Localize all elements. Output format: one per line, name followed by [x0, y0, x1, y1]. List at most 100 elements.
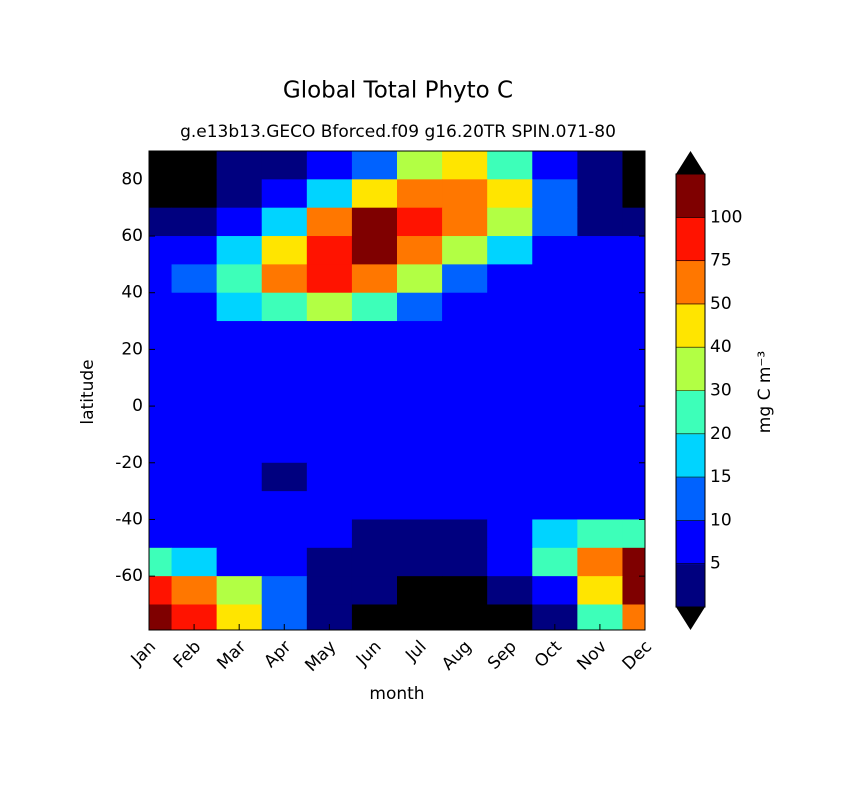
colorbar-tick-label: 5: [710, 554, 721, 574]
contour-cell: [577, 179, 623, 209]
contour-cell: [577, 547, 623, 577]
contour-cell: [442, 264, 488, 294]
contour-cell: [216, 547, 263, 577]
contour-cell: [149, 377, 173, 407]
contour-cell: [216, 236, 263, 265]
contour-cell: [442, 236, 488, 265]
colorbar-extend-over: [676, 151, 705, 174]
contour-cell: [622, 406, 645, 435]
contour-cell: [306, 151, 353, 180]
contour-cell: [351, 377, 398, 407]
contour-cell: [532, 179, 578, 209]
contour-cell: [171, 151, 218, 180]
colorbar-swatch: [676, 303, 705, 348]
contour-cell: [261, 349, 308, 379]
colorbar-swatch: [676, 433, 705, 478]
plot-frame: [148, 150, 646, 631]
contour-cell: [442, 179, 488, 209]
colorbar-tick-label: 10: [710, 510, 732, 530]
contour-cell: [351, 434, 398, 464]
contour-cell: [397, 151, 443, 180]
colorbar-label: mg C m⁻³: [755, 351, 775, 433]
colorbar-tick-label: 75: [710, 251, 732, 271]
contour-cell: [149, 349, 173, 379]
contour-cell: [149, 236, 173, 265]
contour-cell: [171, 434, 218, 464]
contour-cell: [171, 179, 218, 209]
colorbar-tick-label: 30: [710, 381, 732, 401]
chart-subtitle: g.e13b13.GECO Bforced.f09 g16.20TR SPIN.…: [180, 122, 616, 142]
colorbar-swatch: [676, 390, 705, 435]
contour-cell: [149, 604, 173, 630]
contour-cell: [216, 377, 263, 407]
contour-cell: [442, 321, 488, 350]
colorbar-swatch: [676, 260, 705, 305]
contour-cell: [577, 321, 623, 350]
contour-cell: [306, 406, 353, 435]
contour-cell: [622, 151, 645, 180]
contour-cell: [306, 349, 353, 379]
colorbar: 5 10 15 20 30 40 50 75 100: [675, 151, 742, 630]
y-tick-label: 40: [121, 283, 143, 303]
contour-cell: [397, 236, 443, 265]
contour-cell: [306, 264, 353, 294]
x-tick-label: Apr: [260, 637, 295, 672]
contour-cell: [149, 406, 173, 435]
contour-cell: [397, 292, 443, 322]
contour-cell: [532, 151, 578, 180]
contour-cell: [532, 462, 578, 492]
contour-cell: [487, 207, 533, 237]
contour-cell: [577, 151, 623, 180]
contour-cell: [397, 462, 443, 492]
contour-cell: [351, 151, 398, 180]
contour-cell: [351, 406, 398, 435]
contour-cell: [216, 462, 263, 492]
contour-cell: [351, 264, 398, 294]
contour-cell: [622, 236, 645, 265]
contour-cell: [532, 406, 578, 435]
colorbar-tick-label: 20: [710, 424, 732, 444]
contour-cell: [261, 547, 308, 577]
contour-cell: [397, 547, 443, 577]
contour-cell: [261, 236, 308, 265]
x-tick-label: Mar: [213, 637, 250, 674]
contour-cell: [397, 321, 443, 350]
contour-cell: [171, 349, 218, 379]
contour-cell: [149, 576, 173, 605]
contour-cell: [261, 462, 308, 492]
contour-cell: [577, 406, 623, 435]
contour-cell: [577, 491, 623, 520]
contour-cell: [351, 547, 398, 577]
contour-cell: [149, 264, 173, 294]
contour-cell: [397, 519, 443, 549]
contour-cell: [171, 462, 218, 492]
chart-title: Global Total Phyto C: [283, 78, 513, 104]
y-tick-label: 60: [121, 226, 143, 246]
contour-cell: [487, 406, 533, 435]
y-tick-label: 20: [121, 339, 143, 359]
contour-cell: [216, 519, 263, 549]
contour-cell: [351, 576, 398, 605]
contour-cell: [532, 576, 578, 605]
contour-cell: [261, 406, 308, 435]
contour-cell: [487, 349, 533, 379]
contour-cell: [442, 491, 488, 520]
contour-cell: [261, 576, 308, 605]
contour-cell: [261, 292, 308, 322]
contour-cell: [487, 321, 533, 350]
contour-cell: [171, 377, 218, 407]
colorbar-tick-label: 15: [710, 467, 732, 487]
contour-cell: [577, 207, 623, 237]
contour-cell: [306, 462, 353, 492]
contour-cell: [397, 349, 443, 379]
contour-cell: [442, 151, 488, 180]
colorbar-swatch: [676, 217, 705, 262]
contour-cell: [397, 179, 443, 209]
x-tick-label: Jul: [401, 637, 430, 666]
contour-cell: [149, 547, 173, 577]
contour-cell: [351, 292, 398, 322]
y-axis-label: latitude: [78, 359, 98, 424]
contour-cell: [149, 462, 173, 492]
contour-cell: [149, 321, 173, 350]
contour-cell: [487, 377, 533, 407]
